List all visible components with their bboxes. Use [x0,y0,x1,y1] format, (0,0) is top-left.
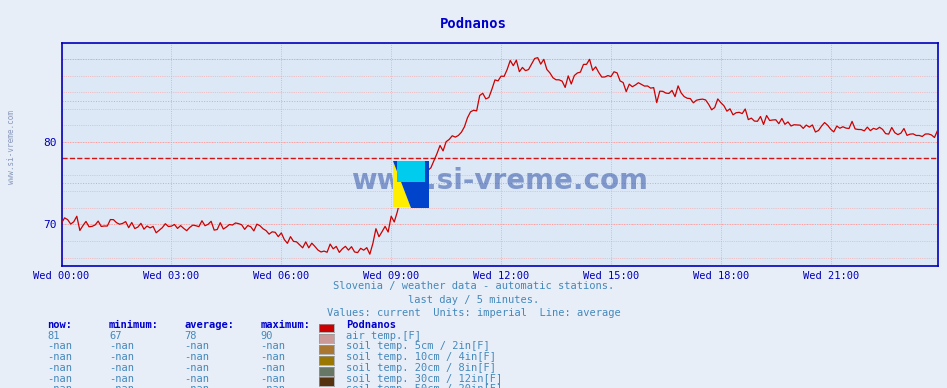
Text: Podnanos: Podnanos [440,17,507,31]
Text: Podnanos: Podnanos [346,320,396,330]
Text: -nan: -nan [185,374,209,384]
Text: soil temp. 5cm / 2in[F]: soil temp. 5cm / 2in[F] [346,341,490,352]
Text: -nan: -nan [109,374,134,384]
Text: -nan: -nan [260,384,285,388]
Text: last day / 5 minutes.: last day / 5 minutes. [408,295,539,305]
Text: -nan: -nan [109,363,134,373]
Text: -nan: -nan [47,363,72,373]
Text: soil temp. 30cm / 12in[F]: soil temp. 30cm / 12in[F] [346,374,502,384]
Text: -nan: -nan [260,341,285,352]
Text: average:: average: [185,320,235,330]
Text: 81: 81 [47,331,60,341]
Text: -nan: -nan [185,384,209,388]
Text: maximum:: maximum: [260,320,311,330]
Text: www.si-vreme.com: www.si-vreme.com [351,167,648,195]
Text: -nan: -nan [260,352,285,362]
Text: 78: 78 [185,331,197,341]
Text: -nan: -nan [109,341,134,352]
Text: -nan: -nan [260,374,285,384]
Text: -nan: -nan [260,363,285,373]
Text: -nan: -nan [47,341,72,352]
Text: soil temp. 10cm / 4in[F]: soil temp. 10cm / 4in[F] [346,352,495,362]
Text: -nan: -nan [185,363,209,373]
Text: now:: now: [47,320,72,330]
Polygon shape [393,161,429,208]
Text: -nan: -nan [47,374,72,384]
Text: Values: current  Units: imperial  Line: average: Values: current Units: imperial Line: av… [327,308,620,319]
Text: -nan: -nan [185,341,209,352]
Text: www.si-vreme.com: www.si-vreme.com [7,111,16,184]
Text: -nan: -nan [47,352,72,362]
Text: minimum:: minimum: [109,320,159,330]
Text: air temp.[F]: air temp.[F] [346,331,420,341]
Text: -nan: -nan [47,384,72,388]
Text: -nan: -nan [109,352,134,362]
Text: soil temp. 20cm / 8in[F]: soil temp. 20cm / 8in[F] [346,363,495,373]
Text: -nan: -nan [109,384,134,388]
Polygon shape [393,161,411,208]
Text: 90: 90 [260,331,273,341]
Text: Slovenia / weather data - automatic stations.: Slovenia / weather data - automatic stat… [333,281,614,291]
Text: -nan: -nan [185,352,209,362]
Polygon shape [397,161,425,182]
Text: 67: 67 [109,331,121,341]
Text: soil temp. 50cm / 20in[F]: soil temp. 50cm / 20in[F] [346,384,502,388]
